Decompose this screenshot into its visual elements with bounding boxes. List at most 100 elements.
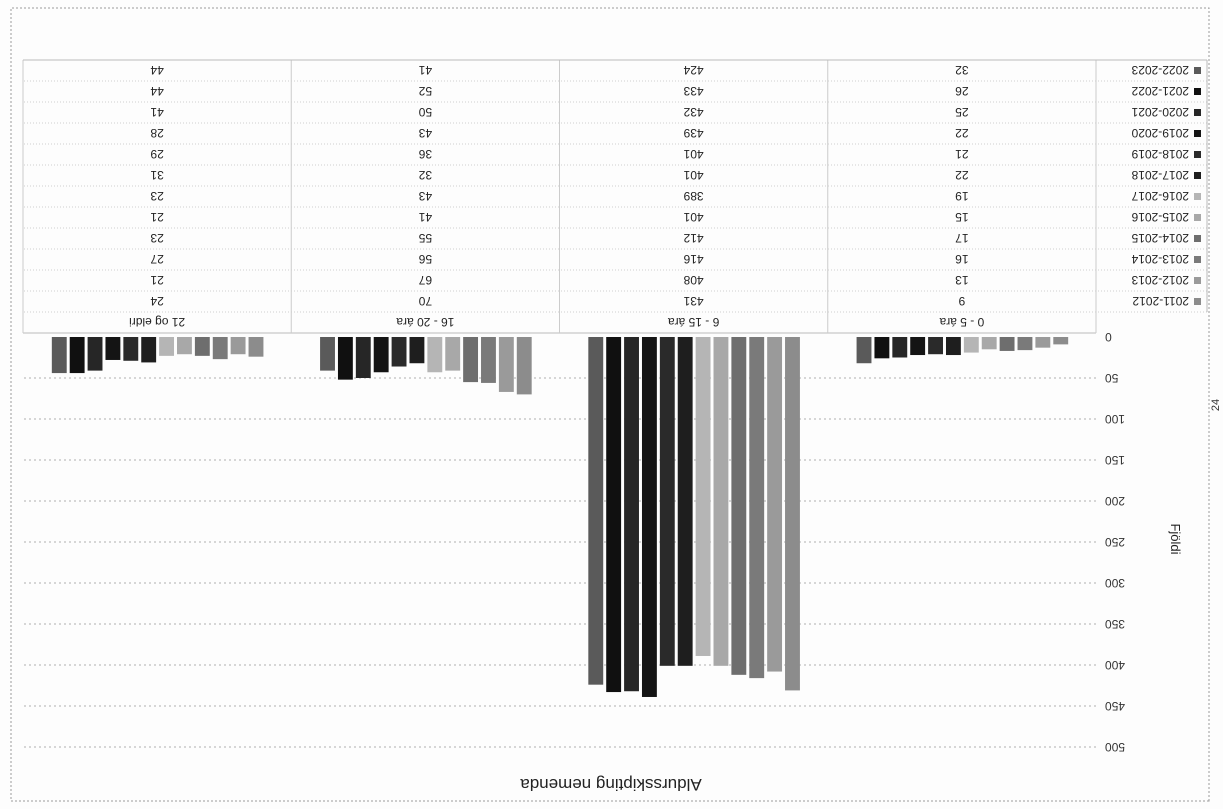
- bar: [1053, 337, 1069, 345]
- table-cell: 41: [418, 63, 432, 77]
- legend-label: 2017-2018: [1131, 168, 1189, 182]
- table-cell: 43: [418, 126, 432, 140]
- table-cell: 401: [683, 168, 703, 182]
- bar: [373, 337, 389, 373]
- legend-label: 2018-2019: [1131, 147, 1189, 161]
- legend-swatch: [1194, 214, 1201, 221]
- table-cell: 22: [955, 168, 969, 182]
- y-tick-label: 0: [1105, 330, 1112, 344]
- y-tick-label: 400: [1105, 658, 1125, 672]
- table-cell: 70: [418, 294, 432, 308]
- y-tick-label: 100: [1105, 412, 1125, 426]
- table-cell: 15: [955, 210, 969, 224]
- bar: [481, 337, 496, 383]
- table-cell: 431: [683, 294, 703, 308]
- table-cell: 56: [418, 252, 432, 266]
- table-cell: 408: [683, 273, 703, 287]
- table-cell: 50: [418, 105, 432, 119]
- bar: [659, 337, 675, 666]
- legend-label: 2019-2020: [1131, 126, 1189, 140]
- table-cell: 25: [955, 105, 969, 119]
- y-tick-label: 450: [1105, 699, 1125, 713]
- y-tick-label: 150: [1105, 453, 1125, 467]
- bar: [749, 337, 765, 679]
- bar: [981, 337, 997, 350]
- chart-title: Aldursskipting nemenda: [520, 775, 702, 794]
- bar: [892, 337, 908, 358]
- bar: [1035, 337, 1051, 348]
- legend-swatch: [1194, 277, 1201, 284]
- table-cell: 21: [955, 147, 969, 161]
- bar: [105, 337, 121, 360]
- bar: [856, 337, 872, 364]
- y-tick-label: 500: [1105, 740, 1125, 754]
- legend-swatch: [1194, 172, 1201, 179]
- table-cell: 21: [150, 273, 164, 287]
- bar: [391, 337, 407, 367]
- table-cell: 27: [150, 252, 164, 266]
- table-cell: 433: [683, 84, 703, 98]
- bar: [177, 337, 192, 355]
- bar: [51, 337, 67, 374]
- legend-label: 2020-2021: [1131, 105, 1189, 119]
- table-cell: 32: [955, 63, 969, 77]
- table-cell: 424: [683, 63, 703, 77]
- y-tick-labels: 0 50 100 150 200 250 300 350 400 450 500: [1105, 330, 1125, 754]
- category-label: 6 - 15 ára: [668, 315, 720, 329]
- table-cell: 16: [955, 252, 969, 266]
- bar: [713, 337, 729, 666]
- legend-label: 2021-2022: [1131, 84, 1189, 98]
- chart-border: [10, 7, 1210, 802]
- table-cell: 401: [683, 147, 703, 161]
- table-cell: 55: [418, 231, 432, 245]
- y-tick-label: 300: [1105, 576, 1125, 590]
- bar: [606, 337, 622, 693]
- legend-label: 2012-2013: [1131, 273, 1189, 287]
- legend-label: 2015-2016: [1131, 210, 1189, 224]
- legend-swatch: [1194, 298, 1201, 305]
- table-cell: 67: [418, 273, 432, 287]
- y-axis-label: Fjöldi: [1168, 523, 1183, 554]
- table-cell: 41: [150, 105, 164, 119]
- bar: [624, 337, 639, 692]
- bar: [641, 337, 657, 697]
- table-cell: 36: [418, 147, 432, 161]
- legend-label: 2014-2015: [1131, 231, 1189, 245]
- page-number: 24: [1210, 399, 1222, 411]
- legend-label: 2022-2023: [1131, 63, 1189, 77]
- table-cell: 29: [150, 147, 164, 161]
- legend-label: 2016-2017: [1131, 189, 1189, 203]
- table-cell: 412: [683, 231, 703, 245]
- category-label: 16 - 20 ára: [396, 315, 454, 329]
- legend-swatch: [1194, 67, 1201, 74]
- bar: [516, 337, 532, 395]
- bar: [945, 337, 961, 356]
- bar: [409, 337, 425, 364]
- bar: [212, 337, 228, 360]
- bar: [427, 337, 443, 373]
- legend-swatch: [1194, 109, 1201, 116]
- bar: [159, 337, 175, 356]
- table-cell: 23: [150, 189, 164, 203]
- table-cell: 439: [683, 126, 703, 140]
- bar: [194, 337, 210, 356]
- table-cell: 44: [150, 63, 164, 77]
- bar: [87, 337, 103, 371]
- bar: [463, 337, 479, 383]
- table-cell: 23: [150, 231, 164, 245]
- table-cell: 432: [683, 105, 703, 119]
- bar: [874, 337, 890, 359]
- y-tick-label: 50: [1105, 371, 1119, 385]
- legend-swatch: [1194, 88, 1201, 95]
- table-cell: 389: [683, 189, 703, 203]
- table-cell: 21: [150, 210, 164, 224]
- data-table: 0 - 5 ára 6 - 15 ára 16 - 20 ára 21 og eldr…: [22, 59, 1208, 334]
- y-tick-label: 350: [1105, 617, 1125, 631]
- table-cell: 28: [150, 126, 164, 140]
- bar: [230, 337, 246, 355]
- bar: [355, 337, 371, 378]
- bar: [69, 337, 85, 374]
